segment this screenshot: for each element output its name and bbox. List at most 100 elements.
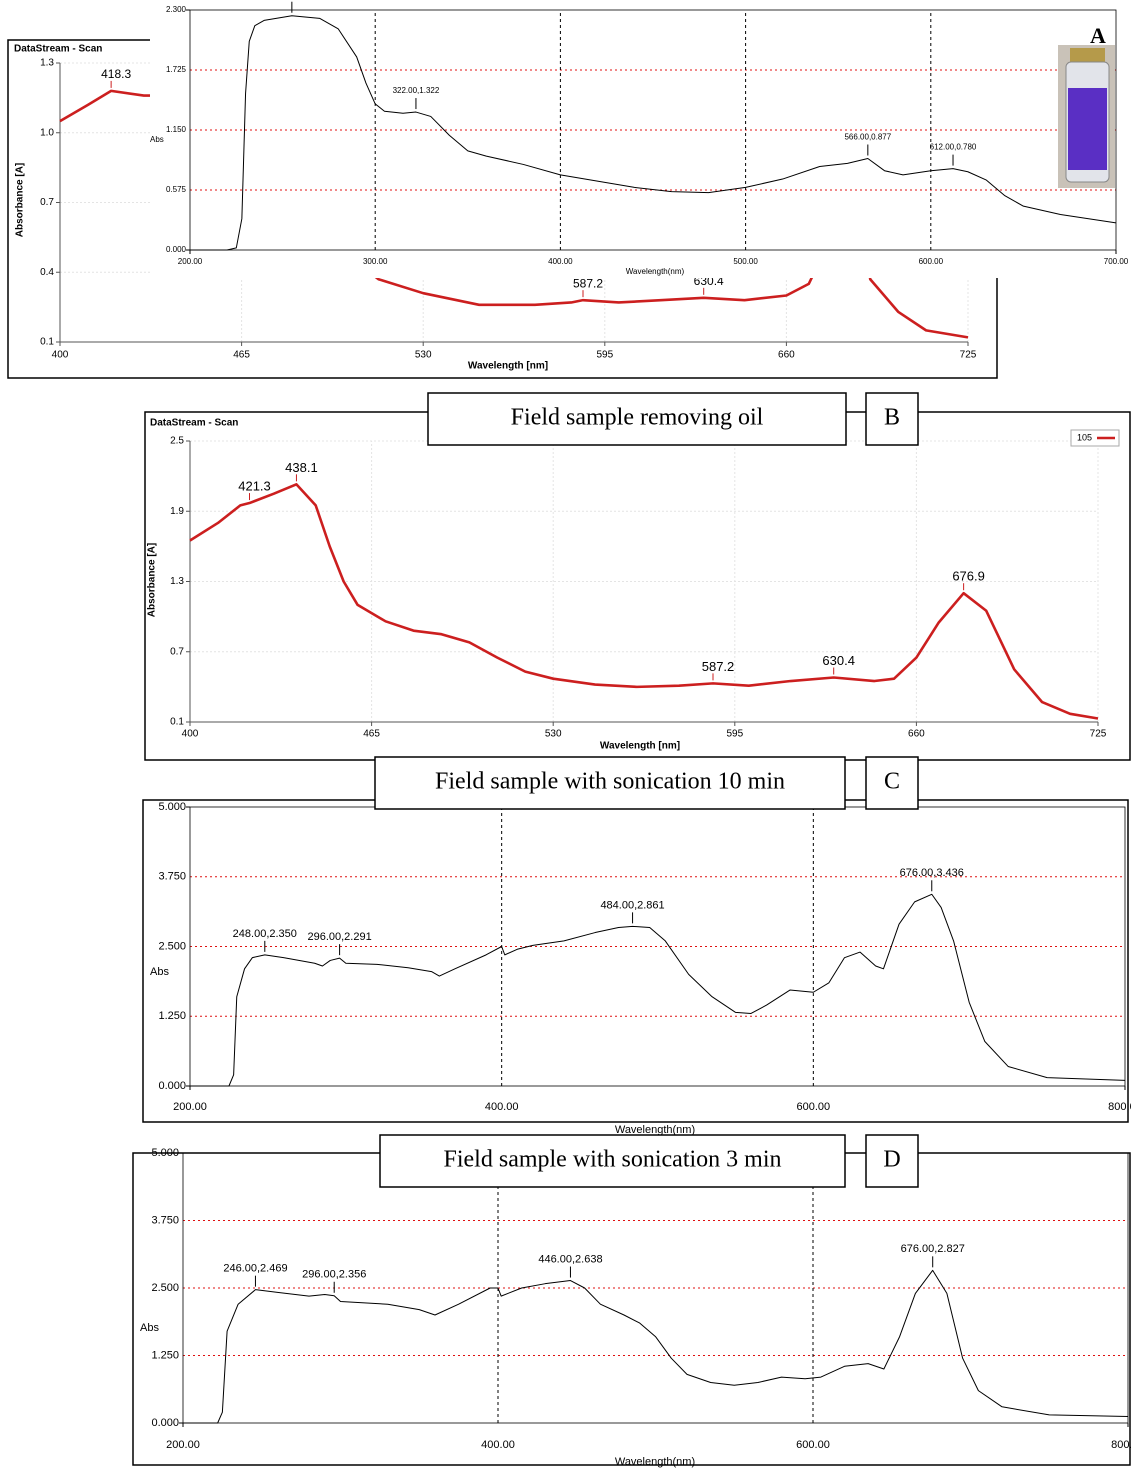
y-tick-label: 3.750 [158,871,186,883]
x-axis-label: Wavelength(nm) [626,267,685,276]
spectrum-line [183,1269,1129,1424]
legend-box [1070,429,1120,447]
panel-letter: C [884,769,900,795]
spectrum-line [189,483,1099,720]
y-tick-label: 2.5 [170,436,184,447]
peak-label: 676.9 [952,569,985,584]
x-tick-label: 200.00 [173,1101,207,1113]
peak-label: 566.00,0.877 [844,133,891,142]
window-title: DataStream - Scan [150,418,238,429]
peak-label: 248.00,2.350 [233,928,297,940]
x-tick-label: 600.00 [919,257,944,266]
y-tick-label: 0.000 [151,1417,179,1429]
y-tick-label: 1.725 [166,65,187,74]
y-tick-label: 1.0 [40,127,54,138]
y-tick-label: 0.1 [170,717,184,728]
y-tick-label: 1.250 [151,1349,179,1361]
y-tick-label: 1.250 [158,1010,186,1022]
vial-cap [1070,48,1105,62]
legend-label: 105 [1077,432,1092,442]
spectrum-line [190,15,1117,251]
peak-label: 421.3 [238,478,271,493]
window-title: DataStream - Scan [14,44,102,55]
peak-label: 438.1 [285,460,318,475]
y-tick-label: 0.4 [40,267,54,278]
letter-box [865,1134,919,1188]
x-tick-label: 800.00 [1108,1101,1131,1113]
y-axis-label: Abs [150,135,164,144]
panel-a: 0.000 0.575 1.150 1.725 2.300 200.00 300.00 400… [150,0,1131,278]
peak-label: 296.00,2.291 [307,931,371,943]
spectrum-line [190,893,1126,1087]
plot-frame [189,9,1117,251]
x-axis-label: Wavelength(nm) [615,1124,695,1136]
x-tick-label: 600.00 [797,1101,831,1113]
x-tick-label: 400 [52,350,69,361]
x-tick-label: 530 [545,729,562,740]
y-tick-label: 0.000 [166,245,187,254]
y-tick-label: 0.575 [166,185,187,194]
x-tick-label: 465 [363,729,380,740]
x-tick-label: 660 [908,729,925,740]
title-box [379,1134,846,1188]
x-tick-label: 465 [233,350,250,361]
y-tick-label: 2.300 [166,5,187,14]
panel [142,799,1129,1123]
x-tick-label: 595 [726,729,743,740]
peak-label: 246.00,2.469 [223,1263,287,1275]
panel-title: Field sample with sonication 10 min [435,769,785,795]
panel-d: 0.000 1.250 2.500 3.750 5.000 200.00 400.00 600… [132,1134,1131,1468]
x-axis-label: Wavelength [nm] [600,741,680,752]
y-tick-label: 3.750 [151,1214,179,1226]
y-tick-label: 0.000 [158,1080,186,1092]
peak-label: 446.00,2.638 [538,1253,602,1265]
vial-photo [1058,45,1115,188]
y-tick-label: 0.7 [170,646,184,657]
peak-label: 587.2 [573,276,603,290]
peak-label: 587.2 [702,659,735,674]
peak-label: 322.00,1.322 [393,86,440,95]
y-axis-label: Absorbance [A] [15,163,26,237]
peak-label: 484.00,2.861 [600,899,664,911]
y-tick-label: 2.500 [158,940,186,952]
panel-title: Field sample removing oil [511,405,764,431]
y-tick-label: 0.7 [40,197,54,208]
x-tick-label: 300.00 [363,257,388,266]
y-tick-label: 1.9 [170,506,184,517]
peak-label: 676.00,2.827 [901,1243,965,1255]
x-axis-label: Wavelength(nm) [615,1456,695,1468]
x-tick-label: 200.00 [166,1439,200,1451]
x-tick-label: 660 [778,350,795,361]
peak-label: 296.00,2.356 [302,1269,366,1281]
panel-title: Field sample with sonication 3 min [444,1147,782,1173]
y-tick-label: 1.150 [166,125,187,134]
title-box [427,392,847,446]
panel-c: 0.000 1.250 2.500 3.750 5.000 200.00 400.00 600… [142,756,1131,1136]
x-tick-label: 500.00 [733,257,758,266]
x-axis-label: Wavelength [nm] [468,361,548,372]
peak-label: 676.00,3.436 [900,867,964,879]
y-tick-label: 1.3 [170,576,184,587]
x-tick-label: 600.00 [796,1439,830,1451]
title-box [374,756,846,810]
y-tick-label: 0.1 [40,337,54,348]
x-tick-label: 800.00 [1111,1439,1131,1451]
letter-box [865,756,919,810]
y-axis-label: Abs [150,966,169,978]
y-tick-label: 1.3 [40,58,54,69]
y-axis-label: Absorbance [A] [147,543,158,617]
y-axis-label: Abs [140,1322,159,1334]
peak-label: 612.00,0.780 [930,143,977,152]
x-tick-label: 400.00 [481,1439,515,1451]
panel-letter: D [883,1147,900,1173]
vial-liquid [1068,88,1107,170]
x-tick-label: 595 [596,350,613,361]
y-tick-label: 5.000 [151,1147,179,1159]
x-tick-label: 200.00 [178,257,203,266]
x-tick-label: 400 [182,729,199,740]
peak-label: 418.3 [101,67,131,81]
x-tick-label: 400.00 [548,257,573,266]
panel-letter: A [1090,23,1106,48]
